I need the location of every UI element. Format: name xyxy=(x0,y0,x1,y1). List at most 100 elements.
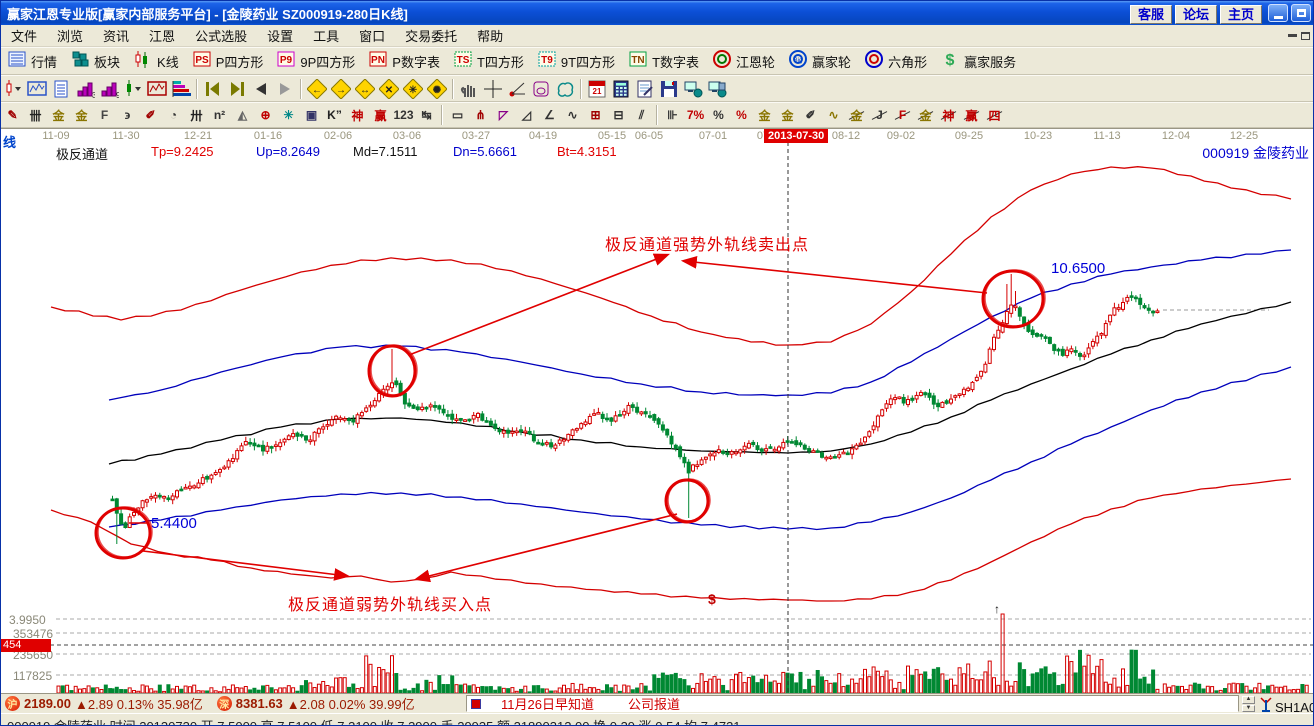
fib-ruler-icon[interactable]: F xyxy=(93,105,116,126)
menu-设置[interactable]: 设置 xyxy=(267,29,294,44)
menu-江恩[interactable]: 江恩 xyxy=(149,29,176,44)
crosshair-tool-icon[interactable] xyxy=(481,78,505,100)
ying-angle-icon[interactable]: 赢 xyxy=(960,105,983,126)
highlight-circle-1[interactable] xyxy=(94,506,152,560)
toolbtn-t9-square[interactable]: T9 9T四方形 xyxy=(531,48,622,74)
toolbtn-p9-square[interactable]: P9 9P四方形 xyxy=(270,48,362,74)
marker-pen-icon[interactable]: ✐ xyxy=(139,105,162,126)
candle-style-dropdown[interactable] xyxy=(1,78,25,100)
toolbtn-hexagon[interactable]: 六角形 xyxy=(858,48,934,74)
menu-交易委托[interactable]: 交易委托 xyxy=(405,29,458,44)
gold-wave-icon[interactable]: ∿ xyxy=(822,105,845,126)
diamond-compress-icon[interactable]: ✕ xyxy=(377,78,401,100)
diamond-leftright-icon[interactable]: ↔ xyxy=(353,78,377,100)
diamond-grid-icon[interactable]: ✺ xyxy=(425,78,449,100)
menu-窗口[interactable]: 窗口 xyxy=(359,29,386,44)
titlebar-link-主页[interactable]: 主页 xyxy=(1219,4,1262,24)
pencil-tool-icon[interactable]: ✎ xyxy=(1,105,24,126)
grid-dark-icon[interactable]: ⊟ xyxy=(607,105,630,126)
buy-point-annotation[interactable]: 极反通道弱势外轨线买入点 xyxy=(288,597,493,614)
gold-angle-icon[interactable]: 金 xyxy=(914,105,937,126)
shen-ruler-icon[interactable]: 神 xyxy=(346,105,369,126)
shen-angle-icon[interactable]: 神 xyxy=(937,105,960,126)
pen-flag-icon[interactable]: ✐ xyxy=(799,105,822,126)
percent-line-icon[interactable]: % xyxy=(730,105,753,126)
diamond-left-icon[interactable]: ← xyxy=(305,78,329,100)
fan-box-icon[interactable]: ◸ xyxy=(492,105,515,126)
chart-area[interactable]: 11-09 11-30 12-21 01-16 02-06 03-06 03-27 04-19… xyxy=(1,128,1313,694)
hatch-ruler-icon[interactable]: 卌 xyxy=(24,105,47,126)
box-tool-icon[interactable]: ▭ xyxy=(446,105,469,126)
toolbtn-blocks[interactable]: 板块 xyxy=(64,48,127,74)
news-headline[interactable]: 11月26日早知道 xyxy=(501,697,594,712)
diamond-star-icon[interactable]: ✳ xyxy=(401,78,425,100)
minimize-button[interactable] xyxy=(1268,4,1288,22)
pattern-window-icon[interactable] xyxy=(25,78,49,100)
gold-x-icon[interactable]: 金 xyxy=(845,105,868,126)
net-station-icon[interactable] xyxy=(681,78,705,100)
menu-公式选股[interactable]: 公式选股 xyxy=(195,29,248,44)
four-angle-icon[interactable]: 四 xyxy=(983,105,1006,126)
angle-lines-icon[interactable]: ∠ xyxy=(538,105,561,126)
histogram-icon[interactable] xyxy=(169,78,193,100)
copy-board-icon[interactable] xyxy=(49,78,73,100)
toolbtn-winner-wheel[interactable]: Big 赢家轮 xyxy=(782,48,858,74)
annotation-arrow-4[interactable] xyxy=(413,513,678,583)
nav-back-icon[interactable] xyxy=(249,78,273,100)
hatch2-icon[interactable]: 卅 xyxy=(185,105,208,126)
ruler-123-icon[interactable]: 123 xyxy=(392,105,415,126)
pattern-red-icon[interactable] xyxy=(145,78,169,100)
scale-tool-icon[interactable]: ⊪ xyxy=(661,105,684,126)
shaded-box-icon[interactable]: ◿ xyxy=(515,105,538,126)
angle-measure-icon[interactable] xyxy=(505,78,529,100)
nav-last-icon[interactable] xyxy=(225,78,249,100)
zigzag-icon[interactable]: ∿ xyxy=(561,105,584,126)
star-burst-icon[interactable]: ✳ xyxy=(277,105,300,126)
square-target-icon[interactable]: ▣ xyxy=(300,105,323,126)
menu-文件[interactable]: 文件 xyxy=(11,29,38,44)
news-category[interactable]: 公司报道 xyxy=(627,697,680,712)
remote-pc-icon[interactable] xyxy=(705,78,729,100)
nav-forward-icon[interactable] xyxy=(273,78,297,100)
gann-knot-icon[interactable] xyxy=(529,78,553,100)
left-pane-tab[interactable]: 线 xyxy=(3,135,17,150)
news-ticker[interactable]: 11月26日早知道 公司报道 xyxy=(466,695,1239,712)
sell-point-annotation[interactable]: 极反通道强势外轨线卖出点 xyxy=(605,237,810,254)
time-circle-icon[interactable]: ◔ xyxy=(162,105,185,126)
n2-ruler-icon[interactable]: n² xyxy=(208,105,231,126)
percent7-icon[interactable]: 7% xyxy=(684,105,707,126)
toolbtn-t-table[interactable]: TN T数字表 xyxy=(622,48,706,74)
nav-first-icon[interactable] xyxy=(201,78,225,100)
bars-3-icon[interactable]: 3 xyxy=(73,78,97,100)
calculator-icon[interactable] xyxy=(609,78,633,100)
parallel-lines-icon[interactable]: ⫽ xyxy=(630,105,653,126)
notepad-icon[interactable] xyxy=(633,78,657,100)
ying-ruler-icon[interactable]: 赢 xyxy=(369,105,392,126)
highlight-circle-3[interactable] xyxy=(664,478,710,524)
titlebar-link-客服[interactable]: 客服 xyxy=(1129,4,1172,24)
flag-triangle-icon[interactable]: ◭ xyxy=(231,105,254,126)
f-angle-icon[interactable]: F xyxy=(891,105,914,126)
j-angle-icon[interactable]: J xyxy=(868,105,891,126)
menu-浏览[interactable]: 浏览 xyxy=(57,29,84,44)
child-minimize-icon[interactable] xyxy=(1288,34,1297,37)
gold-line-icon[interactable]: 金 xyxy=(776,105,799,126)
annotation-arrow-1[interactable] xyxy=(408,253,670,356)
highlight-circle-2[interactable] xyxy=(367,344,417,398)
menu-工具[interactable]: 工具 xyxy=(313,29,340,44)
gold-ruler2-icon[interactable]: 金 xyxy=(70,105,93,126)
gann-fan-icon[interactable]: ⋔ xyxy=(469,105,492,126)
hand-tool-icon[interactable] xyxy=(457,78,481,100)
toolbtn-t-square[interactable]: TS T四方形 xyxy=(447,48,531,74)
gold-ruler-icon[interactable]: 金 xyxy=(47,105,70,126)
menu-资讯[interactable]: 资讯 xyxy=(103,29,130,44)
diamond-right-icon[interactable]: → xyxy=(329,78,353,100)
save-disk-icon[interactable] xyxy=(657,78,681,100)
grid-red-icon[interactable]: ⊞ xyxy=(584,105,607,126)
ticker-spinner[interactable]: ▲ ▼ xyxy=(1242,696,1255,712)
bars-9-icon[interactable]: 9 xyxy=(97,78,121,100)
child-restore-icon[interactable] xyxy=(1301,31,1310,40)
percent-icon[interactable]: % xyxy=(707,105,730,126)
target-circle-icon[interactable]: ⊕ xyxy=(254,105,277,126)
calendar-icon[interactable]: 21 xyxy=(585,78,609,100)
